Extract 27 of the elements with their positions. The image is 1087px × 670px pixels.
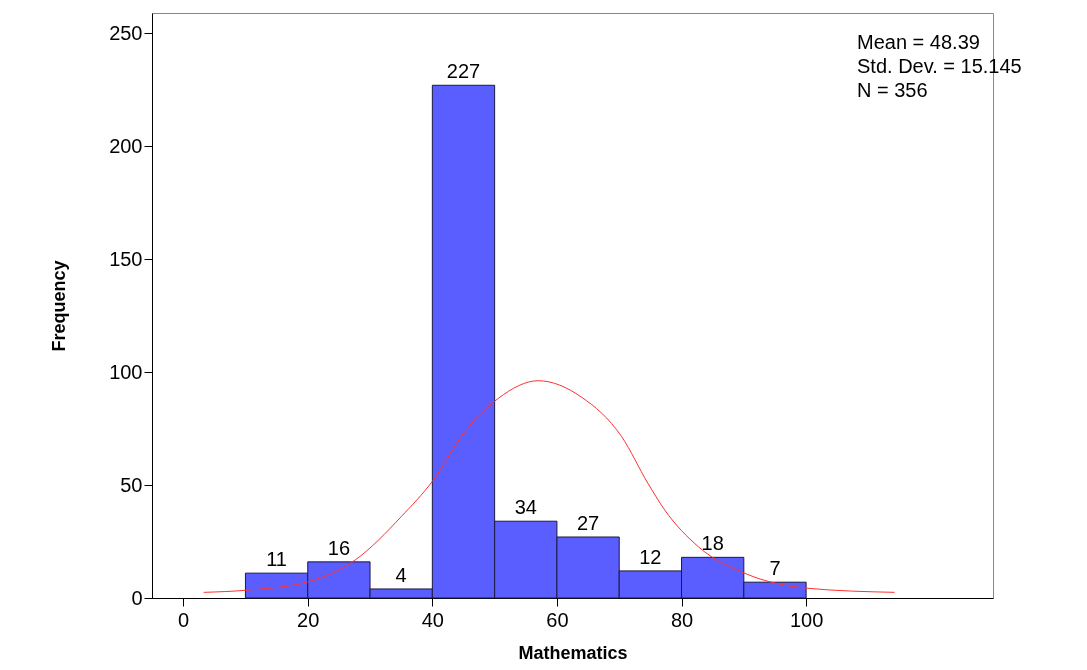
- y-tick-label: 250: [109, 21, 143, 44]
- data-label: 34: [514, 496, 537, 519]
- line-series: [203, 380, 896, 593]
- x-tick-label: 40: [421, 608, 444, 631]
- y-tick-label: 100: [109, 360, 143, 383]
- data-label: 27: [576, 512, 600, 535]
- x-tick-label: 60: [546, 608, 569, 631]
- x-axis-title: Mathematics: [518, 642, 628, 663]
- data-label: 11: [266, 548, 287, 571]
- x-tick-label: 100: [789, 608, 824, 631]
- x-tick-label: 80: [670, 608, 694, 631]
- y-axis-title: Frequency: [49, 260, 70, 352]
- y-tick-label: 50: [120, 473, 143, 496]
- x-tick-label: 0: [178, 608, 190, 631]
- data-label: 16: [327, 536, 351, 559]
- data-label: 18: [701, 532, 724, 555]
- data-label: 7: [769, 557, 781, 580]
- annotation: Std. Dev. = 15.145: [857, 55, 1022, 77]
- data-label: 4: [395, 563, 407, 586]
- data-label: 227: [446, 60, 481, 83]
- annotation: Mean = 48.39: [857, 31, 980, 53]
- data-label: 12: [639, 545, 662, 568]
- y-tick-label: 200: [109, 134, 143, 157]
- x-tick-label: 20: [297, 608, 320, 631]
- y-tick-label: 150: [109, 247, 143, 270]
- y-tick-label: 0: [131, 586, 143, 609]
- annotation: N = 356: [857, 79, 928, 101]
